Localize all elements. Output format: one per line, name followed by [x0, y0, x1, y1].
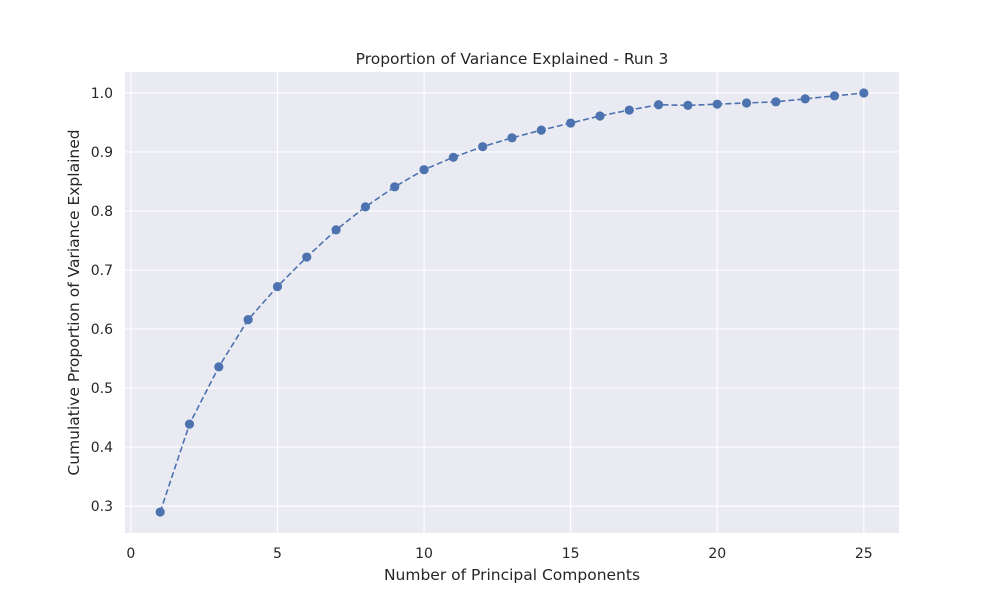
data-point-14 [536, 125, 546, 135]
data-point-21 [741, 98, 752, 108]
data-point-4 [243, 315, 253, 325]
data-point-17 [624, 105, 634, 115]
data-point-1 [155, 507, 165, 517]
data-point-19 [683, 100, 693, 110]
x-tick-label-1: 5 [273, 546, 282, 562]
x-tick-label-4: 20 [708, 546, 726, 562]
x-tick-label-2: 10 [415, 546, 433, 562]
tick-labels: 0 5 10 15 20 25 0.3 0.4 0.5 0.6 0.7 0.8 0.9 1.0 [91, 86, 873, 562]
data-point-6 [302, 252, 312, 262]
data-point-3 [214, 362, 224, 372]
x-tick-label-0: 0 [126, 546, 135, 562]
data-point-20 [712, 99, 722, 109]
chart-title: Proportion of Variance Explained - Run 3 [356, 50, 669, 68]
data-point-9 [390, 182, 400, 192]
data-point-12 [478, 142, 488, 152]
data-point-24 [829, 91, 840, 101]
data-point-22 [771, 97, 781, 107]
series-layer [155, 88, 869, 517]
y-tick-label-3: 0.6 [91, 322, 113, 338]
y-tick-label-2: 0.5 [91, 381, 113, 397]
y-tick-label-6: 0.9 [91, 145, 113, 161]
data-point-16 [595, 111, 605, 121]
data-point-25 [859, 88, 869, 98]
data-point-23 [800, 94, 810, 104]
y-tick-label-1: 0.4 [91, 440, 113, 456]
data-point-2 [184, 419, 195, 429]
data-point-5 [272, 281, 283, 292]
data-point-8 [360, 202, 371, 212]
y-tick-label-0: 0.3 [91, 499, 113, 515]
data-point-10 [419, 165, 429, 175]
grid-lines [125, 72, 899, 533]
data-point-11 [448, 152, 458, 162]
y-tick-label-7: 1.0 [91, 86, 113, 102]
data-point-7 [331, 225, 341, 235]
plot-area [125, 72, 899, 533]
y-tick-label-4: 0.7 [91, 263, 113, 279]
x-tick-label-3: 15 [562, 546, 580, 562]
data-point-18 [653, 100, 664, 110]
x-axis-label: Number of Principal Components [384, 566, 640, 584]
data-point-13 [507, 133, 517, 143]
y-axis-label: Cumulative Proportion of Variance Explai… [65, 129, 83, 475]
y-tick-label-5: 0.8 [91, 204, 113, 220]
data-point-15 [566, 118, 576, 128]
x-tick-label-5: 25 [855, 546, 873, 562]
